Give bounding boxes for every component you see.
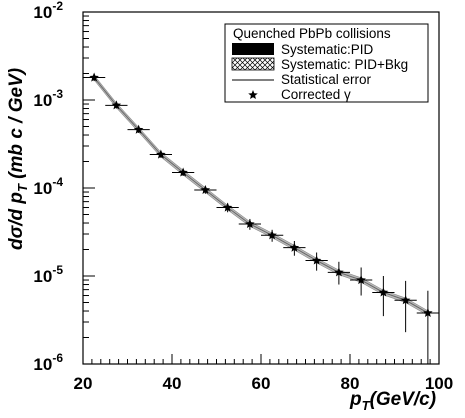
data-point-star: [111, 100, 122, 110]
legend: Quenched PbPb collisions Systematic:PID …: [224, 23, 429, 103]
data-point-star: [156, 149, 166, 159]
data-point-star: [133, 124, 144, 134]
x-tick-label: 20: [74, 374, 93, 393]
x-axis-ticks: 20 40 60 80 100: [74, 354, 453, 393]
y-tick-label: 10-5: [33, 263, 63, 286]
data-point-star: [378, 287, 389, 297]
x-tick-label: 100: [425, 374, 453, 393]
legend-label-corrected-gamma: Corrected γ: [281, 87, 351, 102]
error-bars: [83, 74, 439, 364]
data-point-star: [222, 202, 233, 212]
y-tick-label: 10-6: [33, 351, 63, 374]
data-point-star: [423, 307, 433, 318]
x-tick-label: 60: [252, 374, 271, 393]
data-point-star: [245, 218, 255, 229]
data-point-star: [400, 295, 411, 305]
systematic-band: [93, 74, 429, 316]
y-tick-label: 10-3: [33, 87, 63, 110]
data-markers: [89, 72, 433, 318]
data-point-star: [289, 242, 300, 252]
x-tick-label: 80: [341, 374, 360, 393]
x-tick-label: 40: [163, 374, 182, 393]
legend-title: Quenched PbPb collisions: [233, 26, 391, 41]
series-curve: [93, 77, 429, 314]
y-tick-label: 10-2: [33, 0, 63, 22]
y-axis-ticks: 10-6 10-5 10-4 10-3 10-2: [33, 0, 95, 374]
legend-swatch-filled: [232, 43, 274, 55]
legend-label-statistical-error: Statistical error: [281, 72, 372, 87]
legend-swatch-hatched: [231, 57, 275, 71]
data-point-star: [334, 267, 344, 277]
systematic-band-area: [93, 74, 429, 316]
data-point-star: [178, 167, 188, 177]
legend-label-systematic-pid: Systematic:PID: [281, 42, 374, 57]
x-axis-title: pT(GeV/c): [349, 389, 436, 413]
data-point-star: [356, 275, 366, 285]
data-point-star: [200, 184, 211, 195]
data-point-star: [267, 230, 277, 240]
legend-swatch-star-icon: [248, 90, 258, 100]
y-tick-label: 10-4: [33, 175, 63, 198]
y-axis-title: dσ/d pT (mb c / GeV): [6, 68, 30, 250]
data-point-star: [311, 255, 322, 265]
data-point-star: [89, 72, 99, 82]
legend-label-systematic-pid-bkg: Systematic: PID+Bkg: [281, 57, 408, 72]
